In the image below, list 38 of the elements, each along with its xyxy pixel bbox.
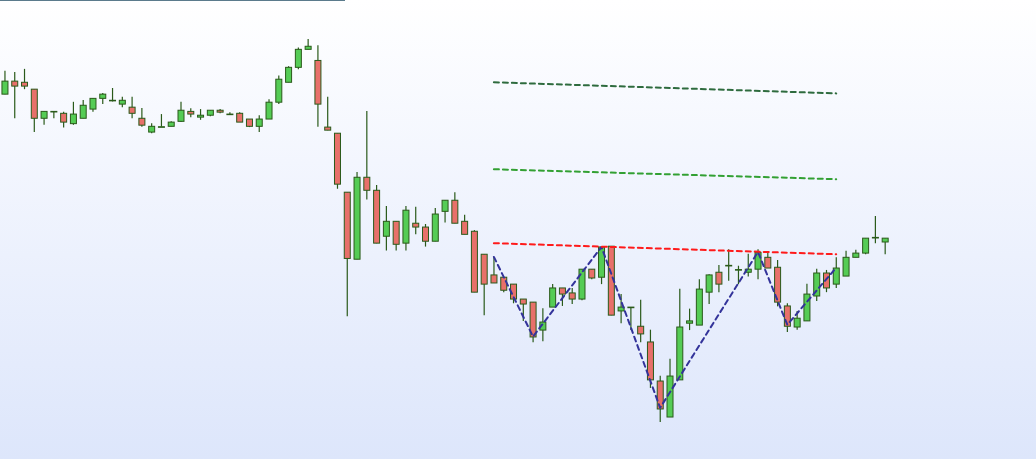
candlestick <box>490 256 498 284</box>
candlestick <box>226 111 234 116</box>
candlestick <box>304 39 312 50</box>
candlestick <box>50 110 58 119</box>
candlestick <box>382 205 390 252</box>
candlestick <box>422 223 430 248</box>
candlestick <box>637 299 645 343</box>
candlestick <box>363 110 371 201</box>
candlestick <box>451 191 459 224</box>
candlestick <box>275 74 283 105</box>
candlestick <box>519 298 527 322</box>
candlestick <box>69 101 77 126</box>
candlestick <box>11 71 19 119</box>
candlestick <box>138 107 146 128</box>
candlestick <box>441 199 449 224</box>
candlestick <box>21 68 29 90</box>
candlestick <box>705 273 713 305</box>
candlestick <box>686 308 694 331</box>
candlestick <box>549 283 557 308</box>
candlestick <box>79 99 87 119</box>
candlestick <box>617 293 625 324</box>
candlestick <box>813 268 821 302</box>
candlestick <box>324 96 332 131</box>
candlestick <box>1 70 9 95</box>
candlestick <box>294 46 302 70</box>
candlestick <box>734 265 742 285</box>
candlestick <box>627 306 635 331</box>
candlestick <box>871 215 879 244</box>
candlestick <box>128 96 136 119</box>
candlestick <box>558 287 566 307</box>
candlestick <box>715 264 723 293</box>
candlestick <box>265 98 273 120</box>
candlestick <box>461 214 469 235</box>
candlestick <box>725 248 733 282</box>
candlestick <box>832 256 840 289</box>
candlestick <box>842 250 850 277</box>
candlestick <box>392 220 400 252</box>
candlestick <box>412 206 420 235</box>
